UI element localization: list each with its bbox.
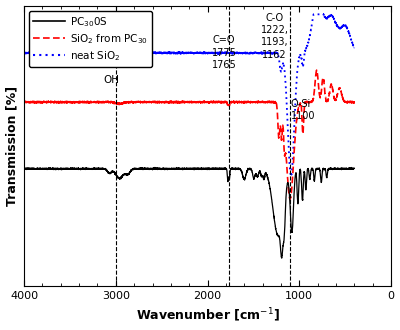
neat SiO$_2$: [262, 51, 266, 55]
Line: neat SiO$_2$: neat SiO$_2$: [24, 14, 354, 176]
SiO$_2$ from PC$_{30}$: [314, 68, 319, 72]
SiO$_2$ from PC$_{30}$: [352, 100, 357, 104]
Text: O-Si
1100: O-Si 1100: [291, 99, 316, 121]
PC$_{30}$0S: [326, 168, 330, 172]
SiO$_2$ from PC$_{30}$: [22, 100, 26, 104]
neat SiO$_2$: [163, 51, 168, 55]
PC$_{30}$0S: [179, 167, 184, 171]
PC$_{30}$0S: [160, 167, 165, 171]
X-axis label: Wavenumber [cm$^{-1}$]: Wavenumber [cm$^{-1}$]: [136, 307, 280, 324]
Y-axis label: Transmission [%]: Transmission [%]: [6, 86, 18, 206]
neat SiO$_2$: [178, 51, 183, 55]
Text: OH: OH: [104, 75, 120, 84]
Line: SiO$_2$ from PC$_{30}$: SiO$_2$ from PC$_{30}$: [24, 70, 354, 199]
PC$_{30}$0S: [342, 167, 347, 171]
PC$_{30}$0S: [279, 256, 284, 260]
SiO$_2$ from PC$_{30}$: [160, 100, 165, 104]
Text: C-O
1222,
1193,
1162: C-O 1222, 1193, 1162: [260, 13, 288, 60]
PC$_{30}$0S: [22, 166, 26, 170]
Legend: PC$_{30}$0S, SiO$_2$ from PC$_{30}$, neat SiO$_2$: PC$_{30}$0S, SiO$_2$ from PC$_{30}$, nea…: [29, 11, 152, 67]
SiO$_2$ from PC$_{30}$: [163, 100, 168, 104]
SiO$_2$ from PC$_{30}$: [326, 98, 330, 102]
SiO$_2$ from PC$_{30}$: [287, 197, 292, 201]
neat SiO$_2$: [22, 51, 26, 55]
neat SiO$_2$: [342, 23, 347, 27]
neat SiO$_2$: [352, 45, 357, 49]
PC$_{30}$0S: [152, 165, 157, 169]
neat SiO$_2$: [288, 174, 293, 178]
neat SiO$_2$: [160, 51, 165, 55]
PC$_{30}$0S: [163, 167, 168, 171]
PC$_{30}$0S: [352, 166, 357, 170]
SiO$_2$ from PC$_{30}$: [342, 99, 347, 103]
neat SiO$_2$: [326, 16, 330, 19]
Text: C=O
1775
1765: C=O 1775 1765: [212, 35, 236, 70]
SiO$_2$ from PC$_{30}$: [178, 100, 183, 104]
PC$_{30}$0S: [262, 177, 266, 181]
Line: PC$_{30}$0S: PC$_{30}$0S: [24, 167, 354, 258]
neat SiO$_2$: [311, 12, 316, 16]
SiO$_2$ from PC$_{30}$: [262, 100, 266, 104]
